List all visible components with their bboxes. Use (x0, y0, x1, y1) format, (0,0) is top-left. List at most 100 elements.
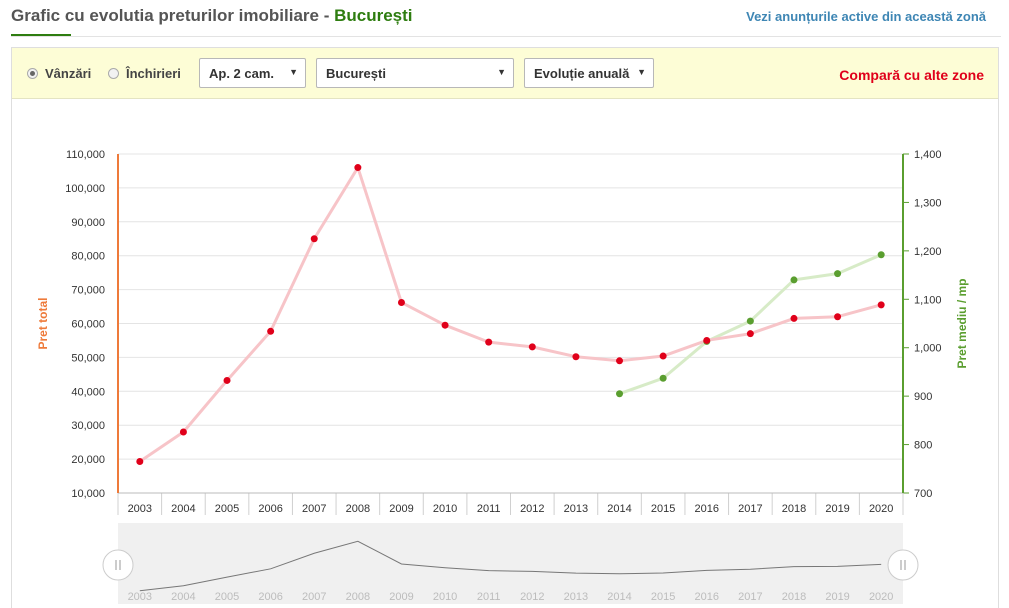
data-point-pret-mediu-mp[interactable] (616, 390, 624, 398)
navigator-tick-label: 2020 (869, 591, 893, 603)
left-axis-tick-label: 100,000 (65, 183, 105, 195)
data-point-pret-total[interactable] (616, 357, 624, 365)
data-point-pret-total[interactable] (572, 353, 580, 361)
chart-axes (117, 154, 904, 493)
period-select[interactable]: Evoluție anuală ▼ (524, 58, 654, 88)
data-point-pret-total[interactable] (397, 298, 405, 306)
left-axis-tick-label: 80,000 (71, 251, 105, 263)
chart-lines (138, 166, 882, 463)
chart-grid (118, 153, 909, 494)
right-axis-tick-label: 700 (914, 488, 932, 500)
radio-rentals[interactable]: Închirieri (108, 66, 181, 81)
navigator-tick-label: 2007 (302, 591, 326, 603)
x-axis-tick-label: 2017 (738, 503, 762, 515)
radio-rentals-dot[interactable] (108, 68, 119, 79)
navigator-tick-label: 2004 (171, 591, 195, 603)
x-axis-tick-label: 2004 (171, 503, 195, 515)
x-axis-tick-label: 2015 (651, 503, 675, 515)
left-axis-title: Pret total (36, 297, 50, 349)
right-axis-tick-label: 1,400 (914, 149, 942, 161)
left-axis-tick-label: 90,000 (71, 217, 105, 229)
data-point-pret-total[interactable] (790, 314, 798, 322)
left-axis-tick-label: 70,000 (71, 285, 105, 297)
period-select-value: Evoluție anuală (534, 66, 630, 81)
x-axis-tick-label: 2010 (433, 503, 457, 515)
x-axis-tick-label: 2009 (389, 503, 413, 515)
page-title: Grafic cu evolutia preturilor imobiliare… (11, 6, 413, 26)
navigator-tick-label: 2003 (128, 591, 152, 603)
right-axis-tick-label: 1,000 (914, 343, 942, 355)
left-axis-tick-label: 110,000 (66, 149, 105, 161)
data-point-pret-total[interactable] (441, 321, 449, 329)
filter-bar: Vânzări Închirieri Ap. 2 cam. ▼ Bucureșt… (12, 48, 998, 99)
x-axis-tick-label: 2016 (695, 503, 719, 515)
x-axis-tick-label: 2007 (302, 503, 326, 515)
chevron-down-icon: ▼ (497, 67, 506, 77)
right-axis-tick-label: 1,100 (914, 294, 942, 306)
data-point-pret-total[interactable] (834, 313, 842, 321)
data-point-pret-total[interactable] (528, 343, 536, 351)
navigator-tick-label: 2008 (346, 591, 370, 603)
data-point-pret-mediu-mp[interactable] (790, 276, 798, 284)
data-point-pret-mediu-mp[interactable] (834, 270, 842, 278)
right-axis-tick-label: 1,200 (914, 246, 942, 258)
data-point-pret-total[interactable] (877, 301, 885, 309)
data-point-pret-total[interactable] (703, 336, 711, 344)
data-point-pret-total[interactable] (485, 338, 493, 346)
navigator-tick-label: 2019 (825, 591, 849, 603)
x-axis-tick-label: 2008 (346, 503, 370, 515)
data-point-pret-mediu-mp[interactable] (746, 317, 754, 325)
navigator-tick-label: 2015 (651, 591, 675, 603)
chart-labels: 10,000 20,000 30,000 40,000 50,000 60,000 70,0… (65, 149, 941, 515)
x-axis-tick-label: 2020 (869, 503, 893, 515)
navigator-tick-label: 2012 (520, 591, 544, 603)
navigator-tick-label: 2006 (258, 591, 282, 603)
data-point-pret-mediu-mp[interactable] (659, 374, 667, 382)
chevron-down-icon: ▼ (289, 67, 298, 77)
navigator-tick-label: 2016 (695, 591, 719, 603)
navigator-left-handle[interactable] (102, 549, 134, 581)
right-axis-tick-label: 1,300 (914, 197, 942, 209)
x-axis-tick-label: 2013 (564, 503, 588, 515)
navigator-tick-label: 2014 (607, 591, 631, 603)
apartment-type-select[interactable]: Ap. 2 cam. ▼ (199, 58, 306, 88)
data-point-pret-total[interactable] (310, 235, 318, 243)
header-divider (11, 36, 1001, 37)
header: Grafic cu evolutia preturilor imobiliare… (0, 0, 1009, 40)
page-title-text: Grafic cu evolutia preturilor imobiliare… (11, 6, 335, 25)
chart-panel: Vânzări Închirieri Ap. 2 cam. ▼ Bucureșt… (11, 47, 999, 608)
x-axis-tick-label: 2011 (477, 503, 501, 515)
city-select-value: București (326, 66, 386, 81)
navigator: 2003 2004 2005 2006 2007 2008 2009 2010 2011 2012… (102, 523, 919, 604)
x-axis-tick-label: 2003 (128, 503, 152, 515)
radio-sales[interactable]: Vânzări (27, 66, 91, 81)
navigator-tick-label: 2010 (433, 591, 457, 603)
series-line-pret-total (138, 166, 882, 463)
compare-zones-link[interactable]: Compară cu alte zone (839, 67, 984, 83)
right-axis-title: Pret mediu / mp (955, 278, 969, 368)
left-axis-tick-label: 50,000 (71, 352, 105, 364)
active-listings-link[interactable]: Vezi anunțurile active din această zonă (746, 9, 986, 24)
data-point-pret-total[interactable] (223, 376, 231, 384)
navigator-tick-label: 2005 (215, 591, 239, 603)
data-point-pret-total[interactable] (179, 428, 187, 436)
data-point-pret-total[interactable] (659, 352, 667, 360)
x-axis-tick-label: 2006 (258, 503, 282, 515)
radio-sales-dot[interactable] (27, 68, 38, 79)
navigator-background[interactable] (118, 523, 903, 604)
navigator-tick-label: 2009 (389, 591, 413, 603)
left-axis-tick-label: 10,000 (71, 488, 105, 500)
left-axis-tick-label: 40,000 (71, 386, 105, 398)
data-point-pret-total[interactable] (136, 457, 144, 465)
data-point-pret-mediu-mp[interactable] (877, 251, 885, 259)
navigator-right-handle[interactable] (887, 549, 919, 581)
data-point-pret-total[interactable] (746, 330, 754, 338)
left-axis-tick-label: 60,000 (71, 319, 105, 331)
city-select[interactable]: București ▼ (316, 58, 514, 88)
data-point-pret-total[interactable] (354, 164, 362, 172)
x-axis-tick-label: 2019 (825, 503, 849, 515)
x-axis-band (117, 492, 904, 515)
data-point-pret-total[interactable] (267, 327, 275, 335)
chart-points (136, 164, 885, 465)
